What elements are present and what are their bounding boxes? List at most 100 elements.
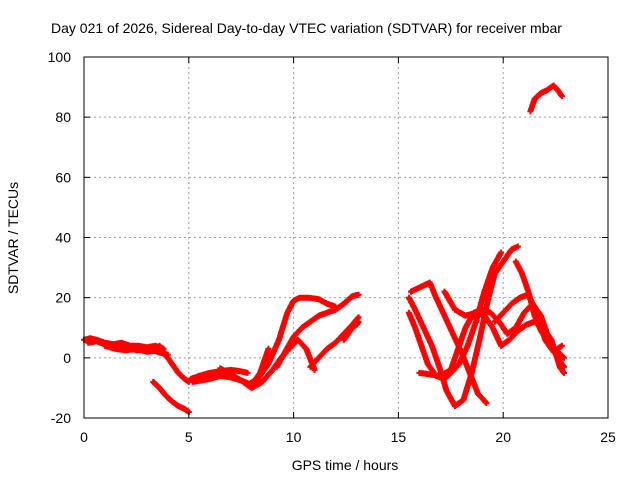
series-sat-j <box>273 291 362 370</box>
y-axis-label: SDTVAR / TECUs <box>5 182 21 294</box>
x-tick-label: 10 <box>286 429 302 445</box>
data-point <box>350 326 354 330</box>
data-point <box>229 372 233 376</box>
data-point <box>451 332 455 336</box>
data-point <box>342 302 346 306</box>
data-point <box>306 296 310 300</box>
data-point <box>157 344 161 348</box>
data-point <box>480 308 484 312</box>
data-point <box>522 311 526 315</box>
data-point <box>250 386 254 390</box>
data-point <box>484 401 488 405</box>
data-point <box>428 281 432 285</box>
data-point <box>438 374 442 378</box>
data-point <box>545 88 549 92</box>
data-point <box>170 362 174 366</box>
data-point <box>499 251 503 255</box>
data-point <box>449 368 453 372</box>
data-point <box>239 378 243 382</box>
data-point <box>283 350 287 354</box>
data-point <box>478 335 482 339</box>
data-point <box>113 347 117 351</box>
data-point <box>245 383 249 387</box>
data-point <box>516 245 520 249</box>
data-point <box>422 284 426 288</box>
data-point <box>266 362 270 366</box>
data-point <box>266 347 270 351</box>
data-point <box>155 348 159 352</box>
data-point <box>199 378 203 382</box>
data-point <box>556 350 560 354</box>
data-point <box>493 272 497 276</box>
data-point <box>176 404 180 408</box>
data-point <box>308 320 312 324</box>
x-axis-label: GPS time / hours <box>292 457 399 473</box>
series-sat-t <box>527 82 565 115</box>
data-point <box>491 266 495 270</box>
data-point <box>510 302 514 306</box>
data-point <box>275 365 279 369</box>
data-point <box>547 341 551 345</box>
series-sat-s <box>512 258 567 361</box>
data-point <box>499 344 503 348</box>
data-point <box>187 410 191 414</box>
data-point <box>325 302 329 306</box>
data-point <box>455 350 459 354</box>
data-point <box>516 329 520 333</box>
data-point <box>342 338 346 342</box>
data-point <box>317 297 321 301</box>
data-point <box>86 341 90 345</box>
data-point <box>317 314 321 318</box>
data-point <box>474 311 478 315</box>
data-point <box>346 332 350 336</box>
data-point <box>134 347 138 351</box>
data-point <box>505 332 509 336</box>
data-point <box>103 344 107 348</box>
data-point <box>218 374 222 378</box>
data-point <box>560 344 564 348</box>
data-point <box>260 380 264 384</box>
data-point <box>197 374 201 378</box>
data-point <box>463 326 467 330</box>
data-point <box>419 344 423 348</box>
data-point <box>208 377 212 381</box>
data-point <box>325 311 329 315</box>
data-point <box>493 320 497 324</box>
data-point <box>438 368 442 372</box>
data-point <box>510 248 514 252</box>
data-point <box>334 308 338 312</box>
data-point <box>292 299 296 303</box>
data-point <box>357 320 361 324</box>
data-point <box>191 380 195 384</box>
data-point <box>514 326 518 330</box>
data-point <box>453 308 457 312</box>
data-point <box>357 315 361 319</box>
y-tick-label: 0 <box>63 350 71 366</box>
data-point <box>417 371 421 375</box>
data-point <box>304 347 308 351</box>
data-point <box>256 377 260 381</box>
data-point <box>520 272 524 276</box>
data-point <box>434 296 438 300</box>
data-point <box>463 314 467 318</box>
data-point <box>153 344 157 348</box>
y-tick-label: 40 <box>55 230 71 246</box>
data-point <box>489 311 493 315</box>
data-point <box>124 344 128 348</box>
data-point <box>470 371 474 375</box>
data-point <box>482 314 486 318</box>
data-point <box>313 368 317 372</box>
data-point <box>183 407 187 411</box>
data-point <box>325 347 329 351</box>
data-point <box>298 296 302 300</box>
data-point <box>501 311 505 315</box>
data-point <box>124 348 128 352</box>
x-tick-label: 5 <box>185 429 193 445</box>
data-point <box>300 326 304 330</box>
data-point <box>407 311 411 315</box>
series-sat-e <box>150 378 192 415</box>
data-point <box>157 386 161 390</box>
data-point <box>296 338 300 342</box>
data-point <box>170 399 174 403</box>
